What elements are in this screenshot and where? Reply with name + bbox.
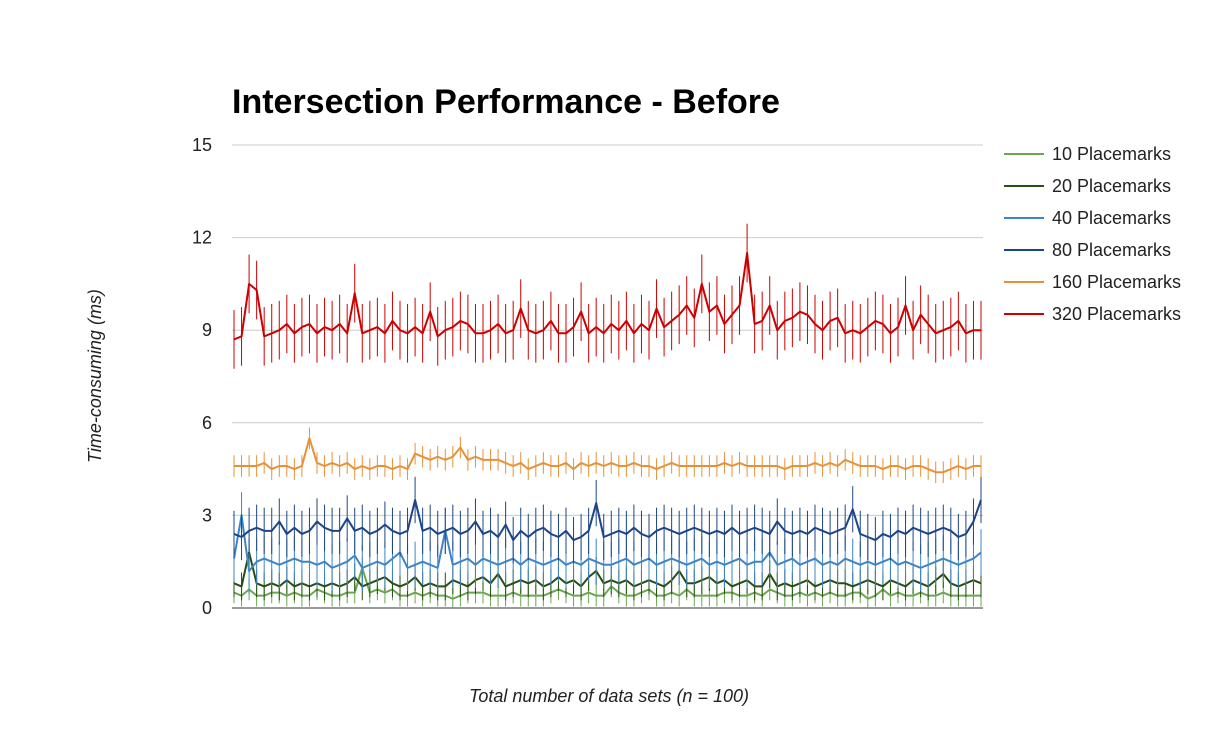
y-tick-label: 9: [202, 320, 212, 340]
y-tick-label: 12: [192, 228, 212, 248]
y-tick-label: 15: [192, 135, 212, 155]
y-axis-label: Time-consuming (ms): [85, 289, 105, 463]
series: [233, 476, 982, 564]
legend-label: 320 Placemarks: [1052, 304, 1181, 324]
legend-label: 10 Placemarks: [1052, 144, 1171, 164]
series-line: [233, 252, 981, 341]
y-tick-label: 3: [202, 505, 212, 525]
series: [233, 427, 982, 483]
series-line: [233, 514, 982, 572]
chart-title: Intersection Performance - Before: [232, 83, 780, 121]
series-group: [233, 223, 982, 608]
y-tick-labels: 0 3 6 9 12 15: [192, 135, 212, 618]
y-tick-label: 0: [202, 598, 212, 618]
gridlines: [232, 144, 983, 609]
series: [233, 492, 982, 595]
legend: 10 Placemarks 20 Placemarks 40 Placemarks 8…: [1004, 144, 1181, 324]
legend-label: 80 Placemarks: [1052, 240, 1171, 260]
legend-label: 160 Placemarks: [1052, 272, 1181, 292]
series-line: [233, 498, 982, 542]
legend-label: 20 Placemarks: [1052, 176, 1171, 196]
series-line: [234, 437, 981, 474]
y-tick-label: 6: [202, 413, 212, 433]
x-axis-label: Total number of data sets (n = 100): [469, 686, 749, 706]
series-line: [233, 551, 982, 588]
legend-label: 40 Placemarks: [1052, 208, 1171, 228]
series: [233, 223, 982, 369]
